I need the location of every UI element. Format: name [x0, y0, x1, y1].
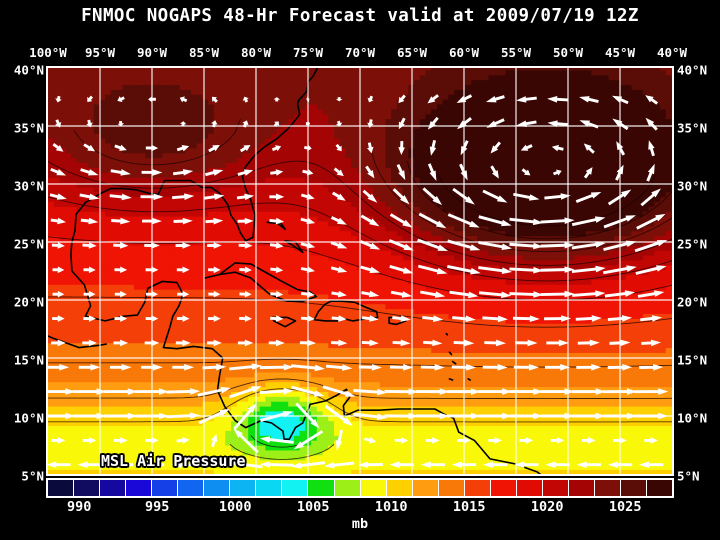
map-frame[interactable]: MSL Air Pressure 10.0 m/s	[46, 66, 674, 476]
lat-tick-label: 25°N	[677, 236, 708, 252]
colorbar-tick-label: 1000	[218, 499, 252, 515]
colorbar-swatch	[360, 480, 387, 496]
colorbar-swatch	[126, 480, 153, 496]
lon-tick-label: 75°W	[292, 45, 324, 60]
colorbar-swatch	[334, 480, 361, 496]
colorbar-swatch	[568, 480, 595, 496]
colorbar-swatch	[48, 480, 75, 496]
colorbar-swatch	[490, 480, 517, 496]
colorbar-swatch	[647, 480, 673, 496]
lat-tick-label: 25°N	[13, 236, 44, 252]
colorbar-swatch	[308, 480, 335, 496]
lat-tick-label: 30°N	[13, 178, 44, 194]
colorbar-tick-label: 1005	[296, 499, 330, 515]
latitude-axis-labels-right: 40°N 35°N 30°N 25°N 20°N 15°N 10°N 5°N	[674, 63, 720, 484]
lat-tick-label: 35°N	[677, 120, 708, 136]
lon-tick-label: 100°W	[29, 45, 67, 60]
lon-tick-label: 50°W	[552, 45, 584, 60]
colorbar-tick-label: 1020	[530, 499, 564, 515]
lon-tick-label: 80°W	[240, 45, 272, 60]
colorbar-tick-label: 1025	[608, 499, 642, 515]
lat-tick-label: 10°N	[13, 410, 44, 426]
lat-tick-label: 10°N	[677, 410, 708, 426]
wind-vectors	[48, 94, 669, 469]
lat-tick-label: 40°N	[677, 62, 708, 78]
colorbar-swatch	[621, 480, 648, 496]
field-label: MSL Air Pressure	[101, 452, 246, 470]
lon-tick-label: 90°W	[136, 45, 168, 60]
colorbar-tick-label: 1015	[452, 499, 486, 515]
colorbar-tick-labels: 990 995 1000 1005 1010 1015 1020 1025	[46, 499, 674, 517]
colorbar-swatch	[230, 480, 257, 496]
colorbar-swatch	[100, 480, 127, 496]
longitude-axis-labels: 100°W 95°W 90°W 85°W 80°W 75°W 70°W 65°W 60°W 55°…	[29, 45, 687, 61]
lon-tick-label: 40°W	[656, 45, 688, 60]
colorbar-swatch	[178, 480, 205, 496]
lat-tick-label: 5°N	[21, 468, 44, 484]
colorbar-swatch	[438, 480, 465, 496]
colorbar-swatch	[152, 480, 179, 496]
lat-tick-label: 20°N	[13, 294, 44, 310]
colorbar-swatch	[542, 480, 569, 496]
lon-tick-label: 45°W	[604, 45, 636, 60]
colorbar-swatch	[282, 480, 309, 496]
lat-tick-label: 20°N	[677, 294, 708, 310]
lon-tick-label: 70°W	[344, 45, 376, 60]
colorbar-swatch	[516, 480, 543, 496]
colorbar-tick-label: 990	[66, 499, 92, 515]
colorbar-tick-label: 995	[144, 499, 170, 515]
colorbar-swatch	[386, 480, 413, 496]
colorbar-swatch	[256, 480, 283, 496]
map-gridlines	[48, 68, 672, 474]
map-canvas	[48, 68, 672, 474]
lon-tick-label: 65°W	[396, 45, 428, 60]
colorbar-swatch	[74, 480, 101, 496]
colorbar-swatch	[594, 480, 622, 496]
lat-tick-label: 40°N	[13, 62, 44, 78]
lat-tick-label: 5°N	[677, 468, 700, 484]
latitude-axis-labels-left: 40°N 35°N 30°N 25°N 20°N 15°N 10°N 5°N	[0, 63, 46, 484]
lon-tick-label: 85°W	[188, 45, 220, 60]
lon-tick-label: 60°W	[448, 45, 480, 60]
lat-tick-label: 15°N	[13, 352, 44, 368]
colorbar-swatch	[464, 480, 491, 496]
pressure-colorbar[interactable]	[46, 478, 674, 498]
lat-tick-label: 15°N	[677, 352, 708, 368]
page-title: FNMOC NOGAPS 48-Hr Forecast valid at 200…	[81, 6, 639, 26]
lat-tick-label: 35°N	[13, 120, 44, 136]
lat-tick-label: 30°N	[677, 178, 708, 194]
colorbar-tick-label: 1010	[374, 499, 408, 515]
colorbar-swatch	[412, 480, 439, 496]
colorbar-swatch	[204, 480, 231, 496]
lon-tick-label: 95°W	[84, 45, 116, 60]
colorbar-unit-label: mb	[351, 516, 369, 532]
lon-tick-label: 55°W	[500, 45, 532, 60]
